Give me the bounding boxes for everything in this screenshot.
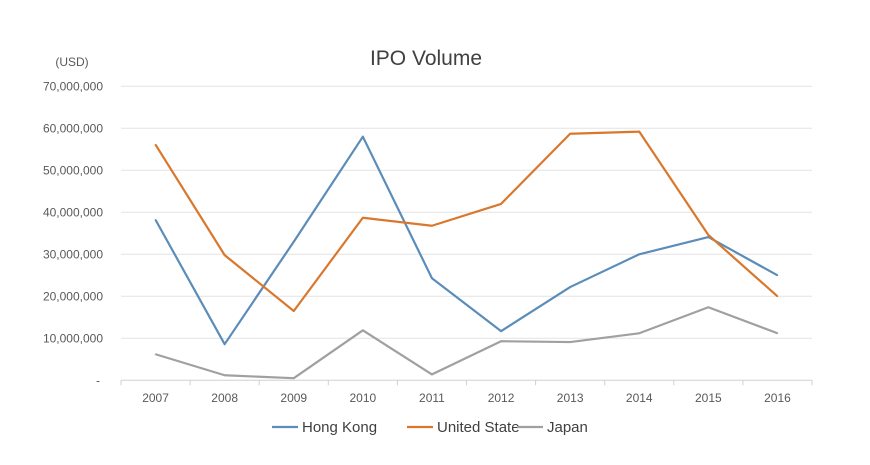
data-point	[362, 329, 364, 332]
data-point	[776, 332, 779, 335]
legend-label: United State	[437, 419, 520, 436]
data-point	[638, 332, 641, 335]
data-point	[292, 377, 295, 380]
x-tick-label: 2016	[764, 391, 791, 405]
data-point	[776, 274, 779, 277]
data-point	[154, 143, 157, 146]
data-point	[500, 340, 502, 343]
legend-label: Japan	[547, 419, 588, 436]
y-tick-label: 30,000,000	[43, 247, 103, 261]
series-line-japan	[155, 306, 778, 380]
y-tick-label: 50,000,000	[43, 163, 103, 177]
data-point	[223, 343, 226, 345]
data-point	[707, 306, 710, 309]
chart-title: IPO Volume	[370, 47, 482, 70]
x-tick-label: 2011	[419, 391, 445, 405]
data-point	[154, 353, 157, 356]
data-point	[638, 253, 641, 256]
legend-item: Japan	[517, 419, 588, 436]
data-point	[569, 286, 571, 288]
x-tick-label: 2009	[280, 391, 307, 405]
series-line-hong-kong	[154, 135, 778, 346]
data-point	[431, 277, 433, 280]
data-point	[431, 224, 433, 227]
legend-item: Hong Kong	[272, 419, 377, 436]
legend-label: Hong Kong	[302, 419, 377, 436]
data-point	[569, 132, 571, 135]
data-point	[223, 254, 226, 256]
x-tick-label: 2007	[142, 391, 169, 405]
data-point	[292, 240, 295, 243]
data-point	[638, 130, 641, 133]
data-point	[292, 310, 295, 312]
x-tick-label: 2008	[211, 391, 238, 405]
x-tick-label: 2013	[557, 391, 584, 405]
y-tick-label: 60,000,000	[43, 121, 103, 135]
y-tick-label: 40,000,000	[43, 205, 103, 219]
y-tick-label: 10,000,000	[43, 331, 103, 345]
data-point	[223, 374, 226, 377]
data-point	[500, 330, 502, 332]
x-tick-label: 2015	[695, 391, 722, 405]
data-point	[154, 219, 157, 221]
x-tick-label: 2014	[626, 391, 653, 405]
legend-item: United State	[407, 419, 520, 436]
data-point	[776, 295, 779, 298]
x-tick-label: 2012	[488, 391, 515, 405]
x-tick-label: 2010	[349, 391, 376, 405]
series-line-united-state	[154, 130, 779, 313]
data-point	[707, 234, 710, 236]
data-point	[500, 203, 502, 205]
data-point	[569, 341, 571, 343]
y-axis-unit-label: (USD)	[55, 55, 88, 69]
data-point	[362, 216, 364, 219]
y-tick-label: -	[96, 373, 100, 387]
data-point	[362, 135, 364, 138]
y-tick-label: 70,000,000	[43, 79, 103, 93]
data-point	[431, 373, 433, 376]
y-tick-label: 20,000,000	[43, 289, 103, 303]
